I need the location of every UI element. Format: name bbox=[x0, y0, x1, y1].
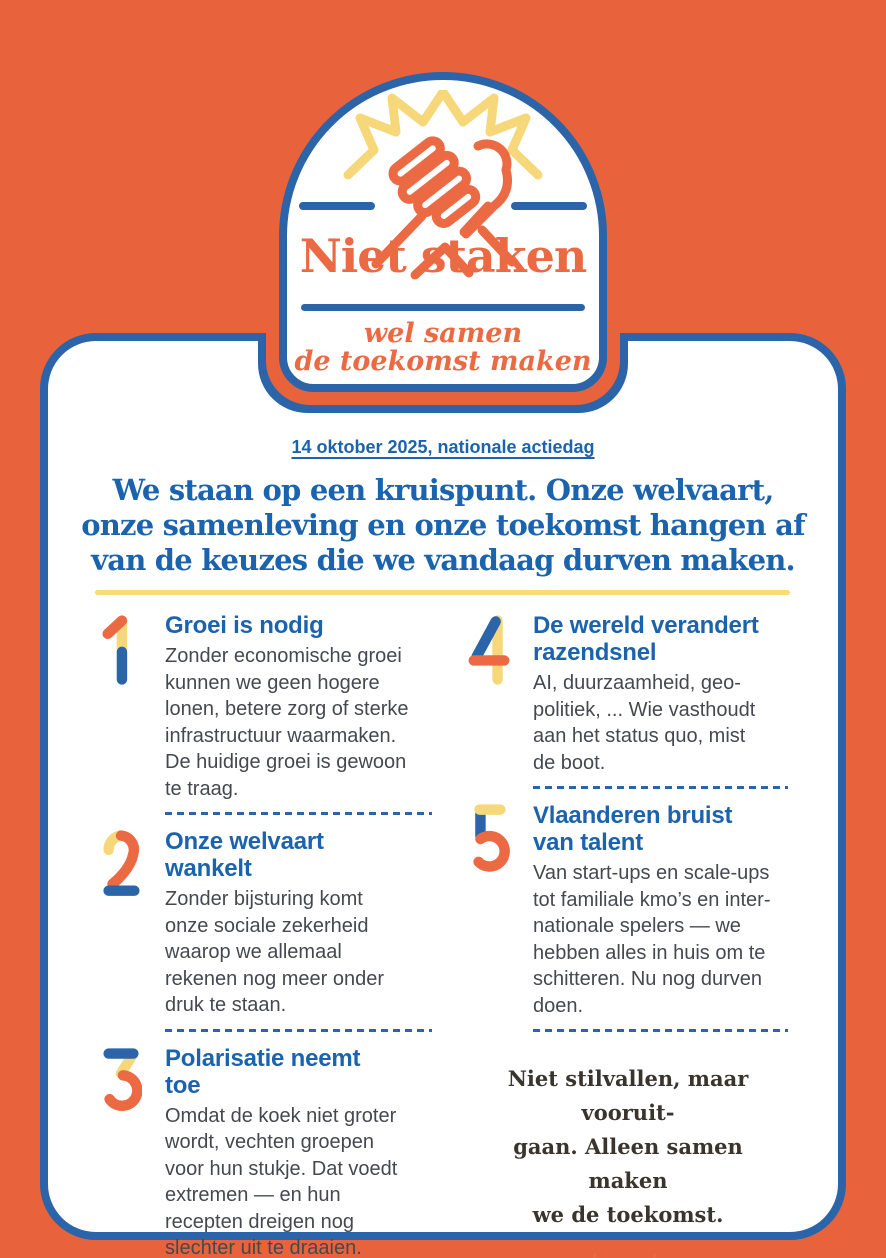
item-title: Vlaanderen bruist van talent bbox=[533, 802, 733, 856]
logo-right-line bbox=[653, 1254, 656, 1258]
left-column: 1 Groei is nodig Zonder economische groe… bbox=[100, 612, 432, 1258]
list-item-2: 2 Onze welvaart wankelt Zonder bijsturin… bbox=[100, 828, 432, 1045]
list-item-5: 5 Vlaanderen bruist van talent Van start… bbox=[468, 802, 788, 1045]
handshake-sunburst-icon bbox=[343, 90, 543, 280]
item-title: De wereld verandert razendsnel bbox=[533, 612, 759, 666]
item-body: AI, duurzaamheid, geo- politiek, ... Wie… bbox=[533, 672, 756, 774]
dashed-divider bbox=[533, 786, 788, 789]
item-title: Polarisatie neemt toe bbox=[165, 1044, 361, 1099]
item-title: Groei is nodig bbox=[165, 612, 324, 639]
item-body: Zonder bijsturing komt onze sociale zeke… bbox=[165, 888, 385, 1016]
item-body: Zonder economische groei kunnen we geen … bbox=[165, 645, 409, 800]
dashed-divider bbox=[533, 1029, 788, 1032]
yellow-divider bbox=[95, 590, 790, 595]
item-body: Van start-ups en scale-ups tot familiale… bbox=[533, 862, 771, 1017]
badge-subtitle: wel samen de toekomst maken bbox=[294, 318, 592, 377]
date-line: 14 oktober 2025, nationale actiedag bbox=[291, 437, 595, 457]
number-5-icon: 5 bbox=[468, 802, 518, 1045]
badge-left-dash bbox=[299, 202, 375, 210]
number-4-icon: 4 bbox=[468, 612, 518, 802]
dashed-divider bbox=[165, 1028, 432, 1032]
campaign-badge: Niet staken wel samen de toekomst maken bbox=[279, 72, 607, 392]
logo-left-line bbox=[593, 1254, 596, 1258]
number-3-icon: 3 bbox=[100, 1045, 150, 1258]
points-columns: 1 Groei is nodig Zonder economische groe… bbox=[100, 612, 788, 1258]
item-title: Onze welvaart wankelt bbox=[165, 828, 324, 882]
badge-title: Niet staken bbox=[299, 229, 588, 283]
dashed-divider bbox=[165, 812, 432, 815]
number-2-icon: 2 bbox=[100, 828, 150, 1045]
right-column: 4 De wereld verandert razendsnel AI, duu… bbox=[468, 612, 788, 1258]
number-1-icon: 1 bbox=[100, 612, 150, 828]
list-item-4: 4 De wereld verandert razendsnel AI, duu… bbox=[468, 612, 788, 802]
headline: We staan op een kruispunt. Onze welvaart… bbox=[81, 473, 805, 577]
item-body: Omdat de koek niet groter wordt, vechten… bbox=[165, 1104, 398, 1258]
badge-right-dash bbox=[511, 202, 587, 210]
list-item-1: 1 Groei is nodig Zonder economische groe… bbox=[100, 612, 432, 828]
badge-divider bbox=[301, 304, 585, 311]
closing-statement: Niet stilvallen, maar vooruit- gaan. All… bbox=[507, 1066, 749, 1227]
list-item-3: 3 Polarisatie neemt toe Omdat de koek ni… bbox=[100, 1045, 432, 1258]
